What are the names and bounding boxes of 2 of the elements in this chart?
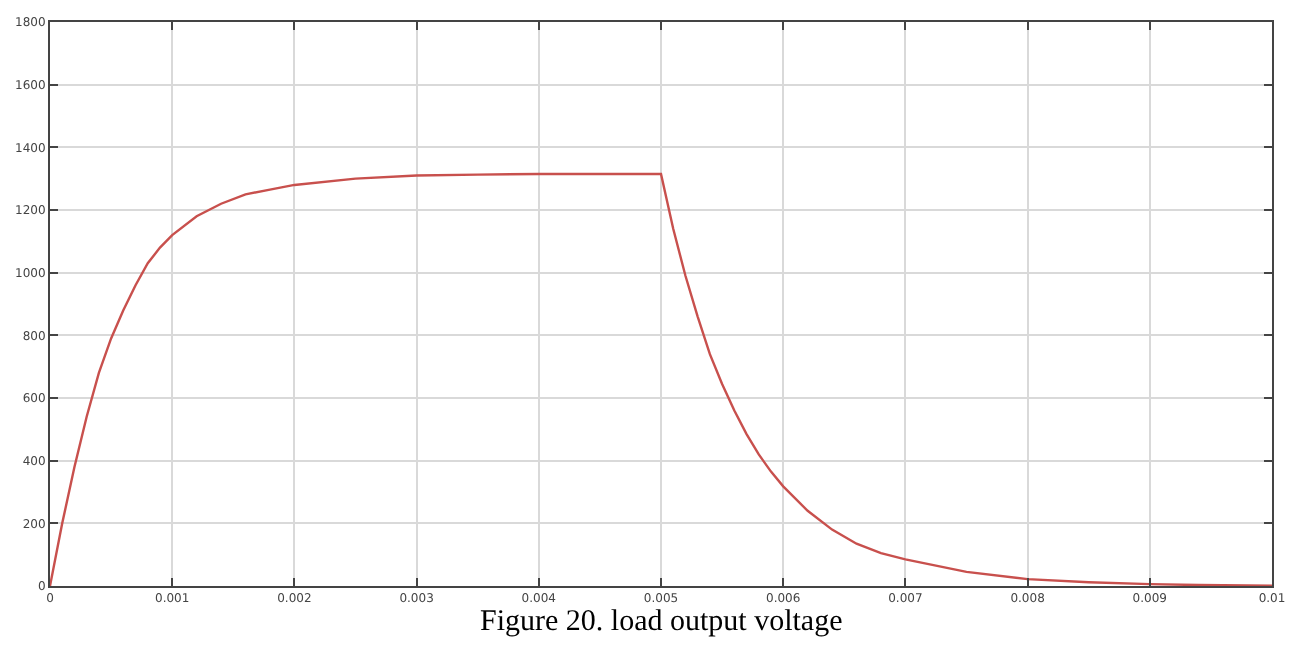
caption: Figure 20. load output voltage xyxy=(480,606,844,638)
line-series xyxy=(50,172,1272,586)
